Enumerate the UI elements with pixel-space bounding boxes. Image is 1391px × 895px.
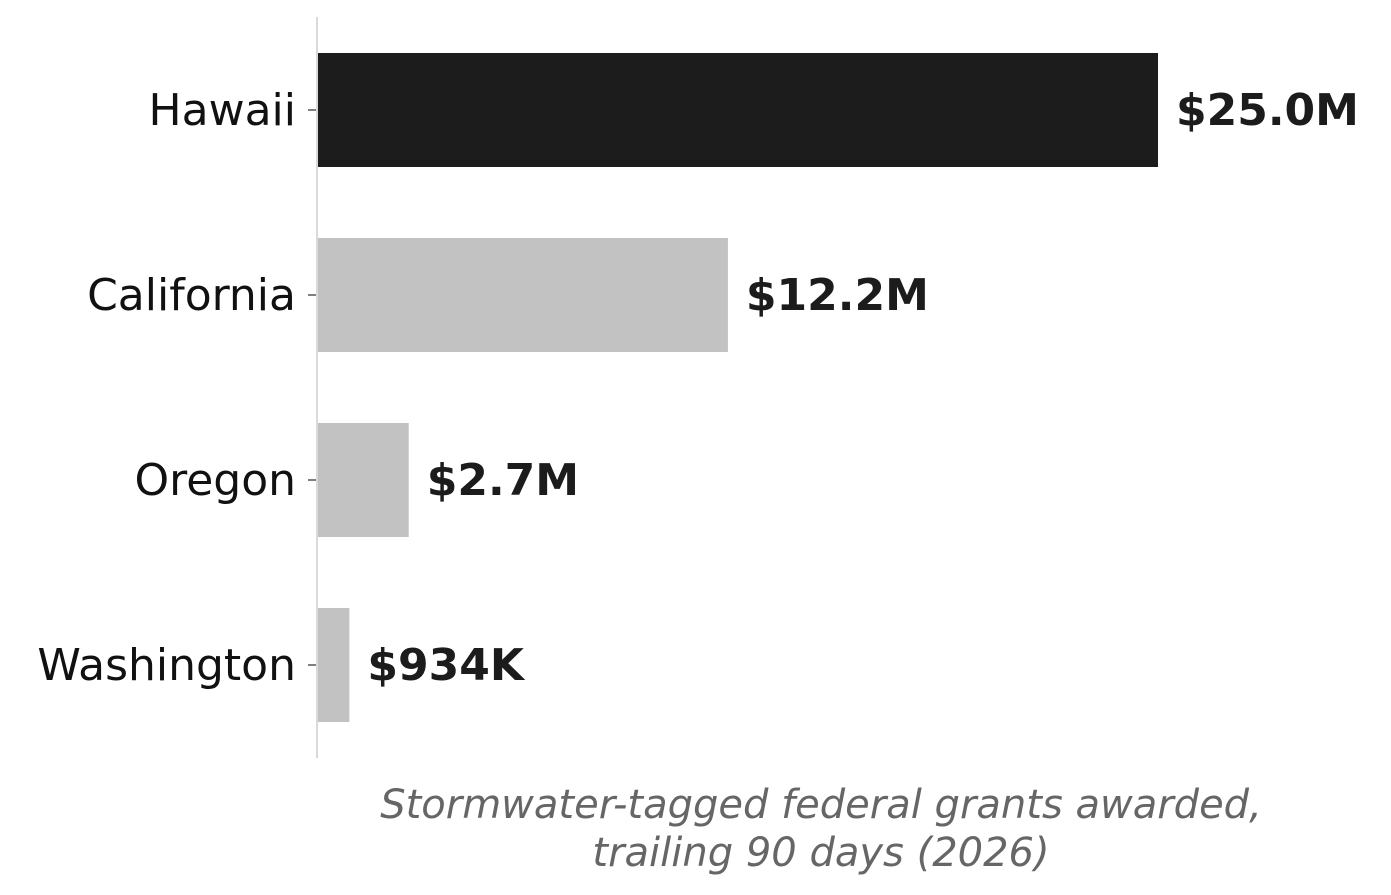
bar-oregon [318,423,409,537]
value-label-california: $12.2M [746,270,929,321]
bars-group [318,53,1158,722]
category-label-oregon: Oregon [134,455,296,506]
bar-hawaii [318,53,1158,167]
x-axis-label-line-2: trailing 90 days (2026) [592,830,1049,876]
labels-group: Hawaii $25.0M California $12.2M Oregon $2.7M W… [37,85,1359,691]
bar-washington [318,608,350,722]
category-label-washington: Washington [37,640,296,691]
category-label-hawaii: Hawaii [149,85,296,136]
bar-california [318,238,728,352]
x-axis-label-line-1: Stormwater-tagged federal grants awarded… [380,782,1262,828]
value-label-hawaii: $25.0M [1176,85,1359,136]
category-label-california: California [87,270,296,321]
value-label-washington: $934K [367,640,525,691]
value-label-oregon: $2.7M [427,455,579,506]
